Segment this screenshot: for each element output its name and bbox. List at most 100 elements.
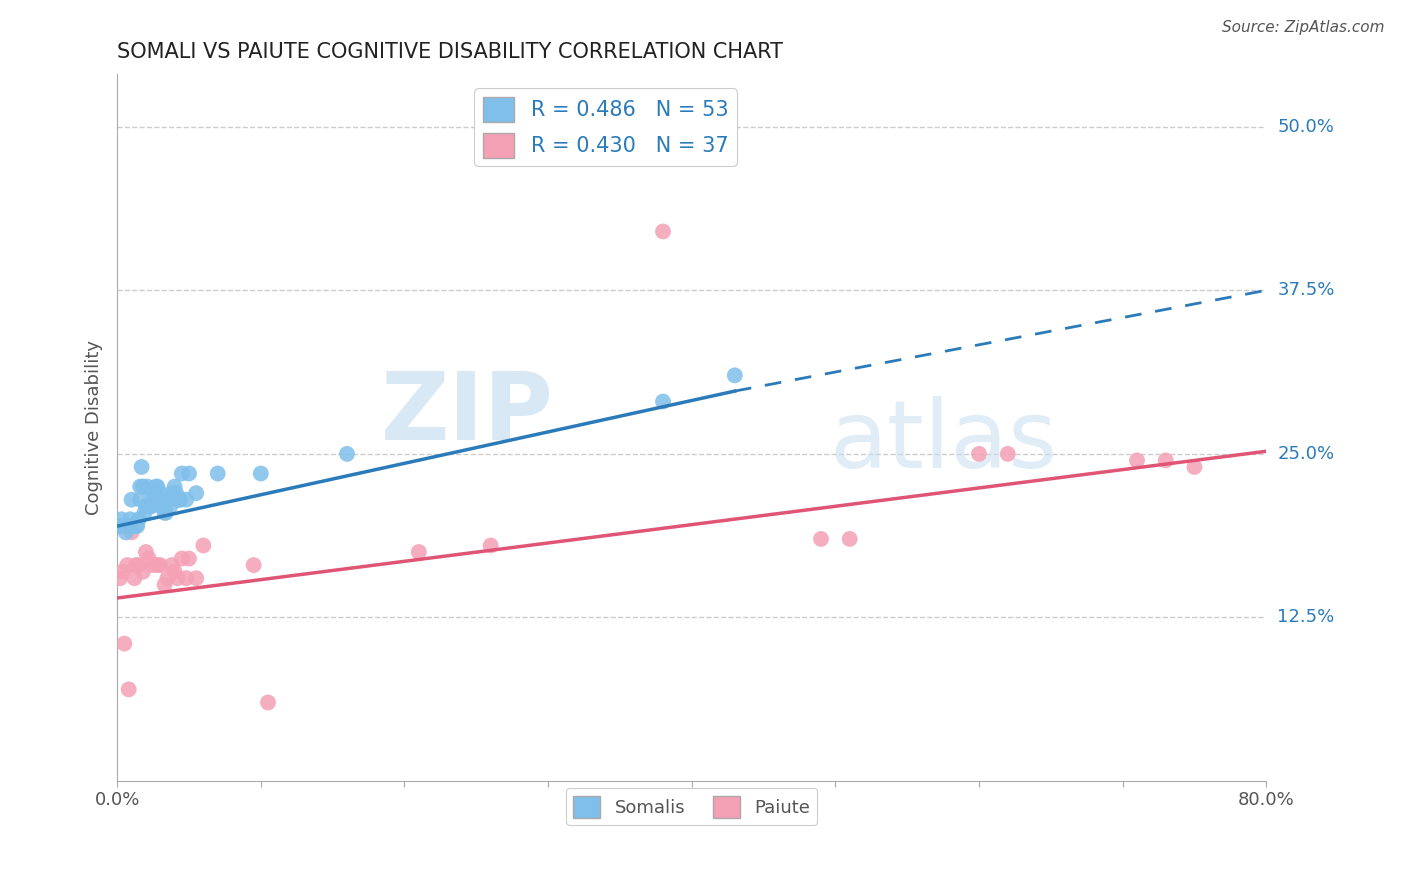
Point [153, 506, 176, 520]
Text: 12.5%: 12.5% [1278, 608, 1334, 626]
Point [160, 486, 183, 500]
Point [167, 492, 190, 507]
Point [108, 519, 131, 533]
Point [121, 519, 143, 533]
Point [170, 551, 193, 566]
Text: 37.5%: 37.5% [1278, 281, 1334, 300]
Point [138, 500, 160, 514]
Point [177, 551, 200, 566]
Point [146, 480, 169, 494]
Point [159, 500, 181, 514]
Point [186, 486, 208, 500]
Point [142, 486, 165, 500]
Point [131, 460, 153, 475]
Point [479, 539, 502, 553]
Point [135, 500, 157, 514]
Text: 50.0%: 50.0% [1278, 118, 1334, 136]
Text: 25.0%: 25.0% [1278, 445, 1334, 463]
Point [129, 492, 152, 507]
Point [124, 571, 146, 585]
Point [336, 447, 359, 461]
Point [128, 512, 150, 526]
Point [121, 525, 143, 540]
Point [174, 571, 197, 585]
Point [108, 571, 131, 585]
Text: ZIP: ZIP [381, 368, 554, 459]
Point [120, 512, 142, 526]
Point [166, 571, 188, 585]
Point [148, 492, 170, 507]
Point [146, 558, 169, 573]
Point [186, 571, 208, 585]
Point [408, 545, 430, 559]
Point [177, 467, 200, 481]
Point [163, 565, 186, 579]
Point [967, 447, 990, 461]
Y-axis label: Cognitive Disability: Cognitive Disability [86, 340, 103, 516]
Point [125, 519, 148, 533]
Point [242, 558, 264, 573]
Point [257, 696, 280, 710]
Point [112, 637, 135, 651]
Point [139, 500, 162, 514]
Point [652, 394, 675, 409]
Point [160, 558, 183, 573]
Point [149, 486, 172, 500]
Point [112, 519, 135, 533]
Point [118, 519, 141, 533]
Point [170, 467, 193, 481]
Point [193, 539, 215, 553]
Point [156, 492, 179, 507]
Point [1184, 460, 1206, 475]
Point [152, 500, 174, 514]
Point [207, 467, 229, 481]
Point [124, 519, 146, 533]
Point [156, 571, 179, 585]
Point [122, 519, 145, 533]
Point [250, 467, 273, 481]
Point [118, 682, 141, 697]
Text: Source: ZipAtlas.com: Source: ZipAtlas.com [1222, 20, 1385, 35]
Point [174, 492, 197, 507]
Point [838, 532, 860, 546]
Point [132, 565, 155, 579]
Legend: Somalis, Paiute: Somalis, Paiute [567, 789, 817, 825]
Text: atlas: atlas [830, 396, 1057, 488]
Point [652, 224, 675, 238]
Point [155, 506, 177, 520]
Point [150, 500, 173, 514]
Point [129, 480, 152, 494]
Point [128, 558, 150, 573]
Point [125, 558, 148, 573]
Point [141, 500, 163, 514]
Point [117, 519, 139, 533]
Point [117, 558, 139, 573]
Point [166, 492, 188, 507]
Point [165, 486, 187, 500]
Point [138, 551, 160, 566]
Point [1126, 453, 1149, 467]
Point [135, 545, 157, 559]
Point [1154, 453, 1177, 467]
Point [157, 492, 180, 507]
Point [810, 532, 832, 546]
Point [169, 492, 191, 507]
Text: SOMALI VS PAIUTE COGNITIVE DISABILITY CORRELATION CHART: SOMALI VS PAIUTE COGNITIVE DISABILITY CO… [117, 42, 783, 62]
Point [111, 519, 134, 533]
Point [132, 480, 155, 494]
Point [997, 447, 1019, 461]
Point [114, 525, 136, 540]
Point [145, 480, 167, 494]
Point [136, 480, 159, 494]
Point [142, 558, 165, 573]
Point [111, 565, 134, 579]
Point [153, 578, 176, 592]
Point [121, 492, 143, 507]
Point [127, 519, 149, 533]
Point [134, 506, 156, 520]
Point [724, 368, 747, 383]
Point [163, 480, 186, 494]
Point [149, 558, 172, 573]
Point [143, 486, 166, 500]
Point [110, 512, 132, 526]
